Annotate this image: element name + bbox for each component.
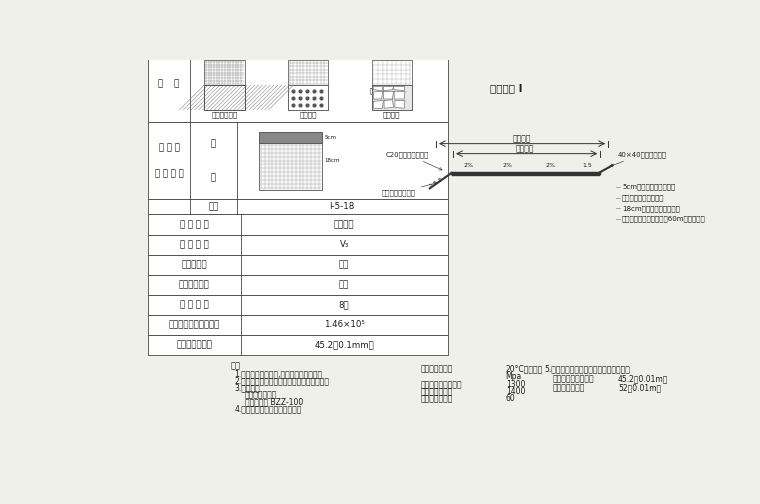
Polygon shape [373,91,382,99]
Text: V₃: V₃ [340,240,349,249]
Text: 通达氥青（不计层度）: 通达氥青（不计层度） [622,194,664,201]
Text: 中粒式氥青混凝土: 中粒式氥青混凝土 [290,87,325,94]
Bar [258,143,322,190]
Bar [288,85,328,110]
Text: 45.2（0.1mm）: 45.2（0.1mm） [315,340,374,349]
Text: 2%: 2% [464,163,473,168]
Bar [372,85,412,110]
Text: 行 车 道: 行 车 道 [159,143,179,152]
Bar [147,45,448,122]
Text: 代号: 代号 [208,202,219,211]
Bar [204,85,245,110]
Text: 1.5: 1.5 [582,163,592,168]
Text: 1.46×10⁵: 1.46×10⁵ [324,320,365,329]
Text: 18cm度水泥稳定砖石基层: 18cm度水泥稳定砖石基层 [622,205,680,212]
Text: 45.2（0.01m）: 45.2（0.01m） [618,375,669,384]
Text: I-5-18: I-5-18 [330,202,355,211]
Polygon shape [383,91,394,99]
Polygon shape [384,100,394,108]
Text: 细粒式氥青混凝土: 细粒式氥青混凝土 [207,87,242,94]
Text: 路面标准： BZZ-100: 路面标准： BZZ-100 [245,397,302,406]
Text: 3.设计参数: 3.设计参数 [235,383,260,392]
Text: 5cm: 5cm [325,135,337,140]
Text: 自 然 区 域: 自 然 区 域 [180,240,208,249]
Text: 公路等级：四级: 公路等级：四级 [245,390,277,399]
Bar [147,275,448,294]
Text: 设计容许弯沉值: 设计容许弯沉值 [176,340,212,349]
Text: 示: 示 [211,173,216,182]
Text: 硬路宽度: 硬路宽度 [516,145,534,154]
Text: 2%: 2% [546,163,556,168]
Text: 路 面 结 构: 路 面 结 构 [154,169,183,178]
Bar [147,122,448,199]
Text: C20混凝土加固路肩: C20混凝土加固路肩 [385,151,442,170]
Text: 图: 图 [211,139,216,148]
Text: Mpa: Mpa [505,371,522,381]
Text: 路基宽度: 路基宽度 [513,135,531,144]
Bar [258,132,322,143]
Text: 图    例: 图 例 [158,79,179,88]
Bar [288,85,328,110]
Bar [147,255,448,275]
Polygon shape [394,91,405,99]
Text: 片石测底: 片石测底 [383,112,401,118]
Bar [204,85,245,110]
Text: 中粒式氥青混凝土：: 中粒式氥青混凝土： [420,380,462,389]
Text: 52（0.01m）: 52（0.01m） [618,383,661,392]
Bar [147,294,448,314]
Text: 2%: 2% [502,163,512,168]
Text: 1400: 1400 [505,387,525,396]
Text: 5.路面各结构层土基面施工验收弹沉值：: 5.路面各结构层土基面施工验收弹沉值： [544,365,630,374]
Text: 5cm度中粒式氥青混凝土: 5cm度中粒式氥青混凝土 [622,183,675,190]
Text: 18cm: 18cm [325,158,340,163]
Polygon shape [395,100,405,108]
Text: 2.路面各结构层度根据现有交通齐计算确定。: 2.路面各结构层度根据现有交通齐计算确定。 [235,376,330,385]
Text: 水泥稳定砖石：: 水泥稳定砖石： [420,387,453,396]
Text: 40×40重置片石边沟: 40×40重置片石边沟 [610,151,667,167]
Bar [372,60,412,85]
Bar [204,60,245,85]
Text: 1300: 1300 [505,380,525,389]
Text: 路面结构 I: 路面结构 I [490,83,523,93]
Bar [147,234,448,255]
Text: 层难片石加固路肩: 层难片石加固路肩 [382,182,436,196]
Text: 通达氥青（不计层度）: 通达氥青（不计层度） [370,87,413,94]
Text: 改建: 改建 [339,260,350,269]
Polygon shape [383,87,394,91]
Bar [147,335,448,355]
Text: 建设基层路面：: 建设基层路面： [420,394,453,403]
Text: 1:1.5: 1:1.5 [428,176,444,188]
Bar [147,215,448,234]
Bar [204,85,245,110]
Text: 8年: 8年 [339,300,350,309]
Text: 水泥稳定砖石：: 水泥稳定砖石： [553,383,584,392]
Text: 氥青路面: 氥青路面 [334,220,354,229]
Bar [372,85,412,110]
Bar [147,199,448,215]
Polygon shape [373,100,383,108]
Bar [288,60,328,85]
Text: 20°C抗压模量: 20°C抗压模量 [505,365,543,374]
Text: 注：: 注： [230,361,241,370]
Text: 中片: 中片 [339,280,350,289]
Text: 1.图中尺寸以厘米计,路面结构为示意图。: 1.图中尺寸以厘米计,路面结构为示意图。 [235,369,323,379]
Text: 路 面 类 型: 路 面 类 型 [180,220,208,229]
Polygon shape [373,87,382,91]
Text: 改建或新建: 改建或新建 [182,260,207,269]
Text: 路基干片类型: 路基干片类型 [179,280,210,289]
Text: 中粒式氥青混凝土：: 中粒式氥青混凝土： [553,375,594,384]
Text: 水泥稳定砖石: 水泥稳定砖石 [211,112,238,118]
Text: 设 计 年 限: 设 计 年 限 [180,300,208,309]
Polygon shape [394,87,405,91]
Text: 溴配砖石: 溴配砖石 [299,112,317,118]
Text: 建设基层面（路基整准后60m片石补底）: 建设基层面（路基整准后60m片石补底） [622,216,706,222]
Text: 结构层材料名称: 结构层材料名称 [420,365,453,374]
Bar [147,314,448,335]
Text: 60: 60 [505,394,515,403]
Text: 一个车道累计当量轴次: 一个车道累计当量轴次 [169,320,220,329]
Text: 4.路面各结构层材料抗压模量：: 4.路面各结构层材料抗压模量： [235,404,302,413]
